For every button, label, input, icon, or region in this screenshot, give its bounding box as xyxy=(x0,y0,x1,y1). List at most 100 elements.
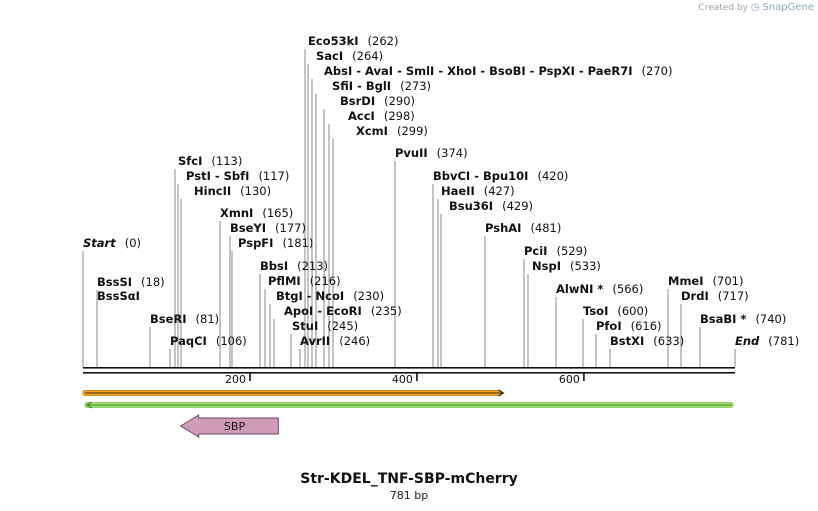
site-enzyme-name: BbsI xyxy=(260,259,288,273)
site-label[interactable]: AbsI - AvaI - SmlI - XhoI - BsoBI - PspX… xyxy=(324,64,672,78)
site-position: (529) xyxy=(556,244,587,258)
site-label[interactable]: StuI (245) xyxy=(292,319,358,333)
sequence-backbone xyxy=(83,367,735,374)
site-position: (262) xyxy=(368,34,399,48)
site-position: (299) xyxy=(397,124,428,138)
site-enzyme-name: PstI - SbfI xyxy=(186,169,249,183)
site-label[interactable]: BbsI (213) xyxy=(260,259,328,273)
site-label[interactable]: PciI (529) xyxy=(524,244,587,258)
green-feature-arrow-icon xyxy=(85,401,93,409)
site-label[interactable]: PspFI (181) xyxy=(238,236,313,250)
site-label[interactable]: BbvCI - Bpu10I (420) xyxy=(433,169,568,183)
site-position: (264) xyxy=(352,49,383,63)
site-enzyme-name: Eco53kI xyxy=(308,34,359,48)
site-label[interactable]: BstXI (633) xyxy=(610,334,684,348)
site-label[interactable]: PflMI (216) xyxy=(268,274,341,288)
site-label[interactable]: PaqCI (106) xyxy=(170,334,247,348)
site-position: (181) xyxy=(282,236,313,250)
site-label[interactable]: Bsu36I (429) xyxy=(449,199,533,213)
site-label[interactable]: NspI (533) xyxy=(532,259,601,273)
credit-prefix: Created by xyxy=(698,3,748,13)
site-label[interactable]: BssSI (18) xyxy=(97,275,165,289)
site-enzyme-name: TsoI xyxy=(583,304,608,318)
site-position: (616) xyxy=(631,319,662,333)
site-enzyme-name: HincII xyxy=(194,184,231,198)
site-label[interactable]: ApoI - EcoRI (235) xyxy=(284,304,402,318)
site-label[interactable]: PvuII (374) xyxy=(395,146,468,160)
site-label[interactable]: Eco53kI (262) xyxy=(308,34,398,48)
site-label[interactable]: BtgI - NcoI (230) xyxy=(276,289,384,303)
site-enzyme-name: End xyxy=(735,334,760,348)
site-labels: Start (0) BssSI (18)BssSαI BseRI (81) PaqCI (10… xyxy=(83,34,799,348)
sbp-feature-arrow[interactable] xyxy=(179,414,279,438)
site-label[interactable]: BsaBI * (740) xyxy=(700,312,786,326)
site-enzyme-name: MmeI xyxy=(668,274,704,288)
site-enzyme-name: AbsI - AvaI - SmlI - XhoI - BsoBI - PspX… xyxy=(324,64,633,78)
sequence-length: 781 bp xyxy=(389,489,429,502)
site-enzyme-name: BsaBI * xyxy=(700,312,746,326)
site-enzyme-name: BtgI - NcoI xyxy=(276,289,344,303)
site-position: (18) xyxy=(141,275,165,289)
site-position: (420) xyxy=(537,169,568,183)
site-position: (216) xyxy=(310,274,341,288)
site-label[interactable]: BseRI (81) xyxy=(150,312,219,326)
site-position: (481) xyxy=(530,221,561,235)
site-label[interactable]: BssSαI xyxy=(97,289,140,303)
site-enzyme-name: AvrII xyxy=(300,334,330,348)
site-label[interactable]: MmeI (701) xyxy=(668,274,743,288)
site-position: (117) xyxy=(258,169,289,183)
site-position: (130) xyxy=(240,184,271,198)
site-position: (701) xyxy=(713,274,744,288)
site-label[interactable]: BsrDI (290) xyxy=(340,94,415,108)
site-position: (106) xyxy=(216,334,247,348)
site-enzyme-name: StuI xyxy=(292,319,318,333)
snapgene-credit: Created by ◷ SnapGene xyxy=(698,2,814,13)
site-position: (235) xyxy=(371,304,402,318)
site-label[interactable]: TsoI (600) xyxy=(583,304,648,318)
site-label[interactable]: SfcI (113) xyxy=(178,154,242,168)
site-position: (165) xyxy=(262,206,293,220)
site-label[interactable]: PfoI (616) xyxy=(596,319,662,333)
site-position: (177) xyxy=(275,221,306,235)
site-position: (273) xyxy=(400,79,431,93)
site-label[interactable]: Start (0) xyxy=(83,236,141,250)
site-label[interactable]: PshAI (481) xyxy=(485,221,561,235)
site-label[interactable]: SacI (264) xyxy=(316,49,383,63)
site-label[interactable]: AlwNI * (566) xyxy=(556,282,643,296)
backbone-bottom-strand xyxy=(83,372,735,374)
site-position: (245) xyxy=(327,319,358,333)
site-enzyme-name: BbvCI - Bpu10I xyxy=(433,169,528,183)
site-enzyme-name: PshAI xyxy=(485,221,521,235)
credit-brand: SnapGene xyxy=(762,2,814,13)
site-position: (740) xyxy=(755,312,786,326)
site-enzyme-name: Start xyxy=(83,236,116,250)
site-label[interactable]: DrdI (717) xyxy=(681,289,749,303)
site-label[interactable]: BseYI (177) xyxy=(230,221,306,235)
site-enzyme-name: PaqCI xyxy=(170,334,207,348)
site-label[interactable]: HincII (130) xyxy=(194,184,271,198)
site-enzyme-name: PspFI xyxy=(238,236,273,250)
site-label[interactable]: End (781) xyxy=(735,334,799,348)
site-enzyme-name: BssSI xyxy=(97,275,132,289)
site-label[interactable]: HaeII (427) xyxy=(441,184,515,198)
site-label[interactable]: XmnI (165) xyxy=(220,206,293,220)
ruler-tick-label: 400 xyxy=(392,373,413,386)
site-enzyme-name: SfiI - BglI xyxy=(332,79,391,93)
site-label[interactable]: AccI (298) xyxy=(348,109,415,123)
site-enzyme-name: PflMI xyxy=(268,274,301,288)
site-label[interactable]: PstI - SbfI (117) xyxy=(186,169,289,183)
site-enzyme-name: HaeII xyxy=(441,184,475,198)
site-position: (600) xyxy=(617,304,648,318)
orange-feature-arrow-icon xyxy=(498,389,505,397)
site-label[interactable]: AvrII (246) xyxy=(300,334,370,348)
site-label[interactable]: SfiI - BglI (273) xyxy=(332,79,431,93)
site-position: (81) xyxy=(196,312,220,326)
site-enzyme-name: Bsu36I xyxy=(449,199,493,213)
site-position: (246) xyxy=(339,334,370,348)
ruler: 200 400 600 xyxy=(225,372,585,386)
site-position: (633) xyxy=(653,334,684,348)
site-label[interactable]: XcmI (299) xyxy=(356,124,428,138)
site-enzyme-name: BseRI xyxy=(150,312,187,326)
site-position: (113) xyxy=(211,154,242,168)
